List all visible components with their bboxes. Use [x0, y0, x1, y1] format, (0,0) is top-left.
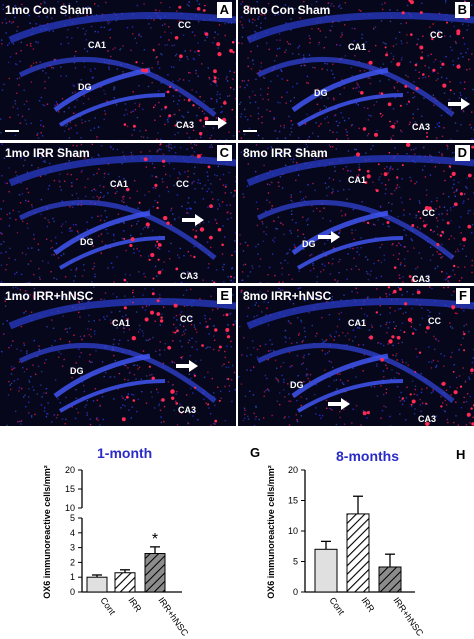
micrograph-image — [0, 286, 236, 426]
region-label-ca1: CA1 — [110, 179, 129, 189]
panel-letter: A — [216, 2, 232, 18]
panel-title: 1mo IRR+hNSC — [5, 289, 94, 303]
chart-h-title: 8-months — [336, 448, 399, 464]
micrograph-image — [238, 143, 474, 283]
y-tick-label: 20 — [288, 465, 298, 475]
panel-title: 1mo Con Sham — [5, 3, 93, 17]
y-tick-label: 10 — [288, 526, 298, 536]
y-tick-label: 5 — [293, 557, 298, 567]
arrow-icon — [318, 231, 340, 243]
category-label: IRR+hNSC — [156, 595, 190, 638]
y-tick-label: 0 — [293, 587, 298, 597]
y-axis-label: OX6 immunoreactive cells/mm² — [266, 465, 276, 599]
region-label-dg: DG — [78, 82, 92, 92]
category-label: Cont — [98, 595, 117, 617]
chart-g-svg: 0 1 2 3 4 510 15 20 OX6 immunoreactive cells/mm²… — [42, 465, 191, 638]
region-label-ca3: CA3 — [180, 271, 199, 281]
panel-title: 1mo IRR Sham — [5, 146, 90, 160]
micrograph-panel-d: 8mo IRR Sham D CA1 CC DG CA3 — [238, 143, 474, 283]
arrow-icon — [205, 117, 227, 129]
y-tick-label: 1 — [70, 572, 75, 582]
region-label-dg: DG — [80, 237, 94, 247]
region-label-cc: CC — [422, 208, 435, 218]
chart-h-svg: 0 5 10 15 20 OX6 immunoreactive cells/mm² Cont… — [266, 465, 426, 638]
micrograph-panel-b: 8mo Con Sham B CA1 CC DG CA3 — [238, 0, 474, 140]
region-label-cc: CC — [428, 316, 441, 326]
panel-title: 8mo IRR+hNSC — [243, 289, 332, 303]
y-tick-label: 2 — [70, 557, 75, 567]
y-tick-label: 15 — [288, 496, 298, 506]
bar-irrhnsc — [144, 553, 166, 593]
arrow-icon — [448, 98, 470, 110]
region-label-cc: CC — [176, 179, 189, 189]
micrograph-image — [0, 0, 236, 140]
scale-bar — [243, 130, 257, 132]
bar-irr — [346, 513, 370, 593]
micrograph-panel-a: 1mo Con Sham A CA1 CC DG CA3 — [0, 0, 236, 140]
category-label: IRR — [126, 595, 143, 614]
micrograph-panel-c: 1mo IRR Sham C CA1 CC DG CA3 — [0, 143, 236, 283]
region-label-ca3: CA3 — [412, 122, 431, 132]
y-tick-label: 20 — [65, 465, 75, 475]
arrow-icon — [182, 214, 204, 226]
chart-h-letter: H — [456, 447, 466, 462]
arrow-icon — [176, 360, 198, 372]
scale-bar — [5, 130, 19, 132]
category-label: IRR — [359, 595, 376, 614]
y-tick-label: 5 — [70, 513, 75, 523]
micrograph-panel-f: 8mo IRR+hNSC F CA1 CC DG CA3 — [238, 286, 474, 426]
bar-irrhnsc — [378, 566, 402, 593]
significance-star: * — [152, 531, 158, 548]
region-label-dg: DG — [314, 88, 328, 98]
region-label-dg: DG — [290, 380, 304, 390]
region-label-cc: CC — [430, 30, 443, 40]
region-label-cc: CC — [180, 314, 193, 324]
region-label-cc: CC — [178, 20, 191, 30]
region-label-dg: DG — [70, 366, 84, 376]
arrow-icon — [328, 398, 350, 410]
region-label-ca1: CA1 — [348, 318, 367, 328]
micrograph-image — [238, 286, 474, 426]
micrograph-image — [0, 143, 236, 283]
bar-cont — [314, 548, 338, 593]
region-label-ca1: CA1 — [112, 318, 131, 328]
micrograph-image — [238, 0, 474, 140]
region-label-ca1: CA1 — [348, 42, 367, 52]
region-label-dg: DG — [302, 239, 316, 249]
y-tick-label: 15 — [65, 484, 75, 494]
y-tick-label: 4 — [70, 528, 75, 538]
panel-letter: F — [456, 288, 470, 304]
category-label: Cont — [327, 595, 346, 617]
region-label-ca3: CA3 — [412, 274, 431, 283]
region-label-ca1: CA1 — [348, 175, 367, 185]
panel-title: 8mo IRR Sham — [243, 146, 328, 160]
panel-letter: E — [217, 288, 232, 304]
y-axis-label: OX6 immunoreactive cells/mm² — [42, 465, 52, 599]
panel-title: 8mo Con Sham — [243, 3, 331, 17]
panel-letter: B — [454, 2, 470, 18]
bar-irr — [114, 572, 136, 593]
micrograph-panel-e: 1mo IRR+hNSC E CA1 CC DG CA3 — [0, 286, 236, 426]
panel-letter: C — [216, 145, 232, 161]
chart-g-letter: G — [250, 445, 261, 460]
chart-h: 8-months H 0 5 10 15 20 OX6 immunoreactive ce… — [260, 440, 474, 639]
y-tick-label: 3 — [70, 543, 75, 553]
region-label-ca3: CA3 — [176, 120, 195, 130]
bar-cont — [86, 576, 108, 593]
chart-g: 1-month G 0 1 2 3 4 5 10 15 20 OX6 immunoreactive… — [0, 440, 260, 639]
panel-letter: D — [454, 145, 470, 161]
y-tick-label: 10 — [65, 503, 75, 513]
region-label-ca3: CA3 — [418, 414, 437, 424]
region-label-ca3: CA3 — [178, 405, 197, 415]
y-tick-label: 0 — [70, 587, 75, 597]
region-label-ca1: CA1 — [88, 40, 107, 50]
category-label: IRR+hNSC — [391, 595, 425, 638]
chart-g-title: 1-month — [97, 445, 153, 461]
